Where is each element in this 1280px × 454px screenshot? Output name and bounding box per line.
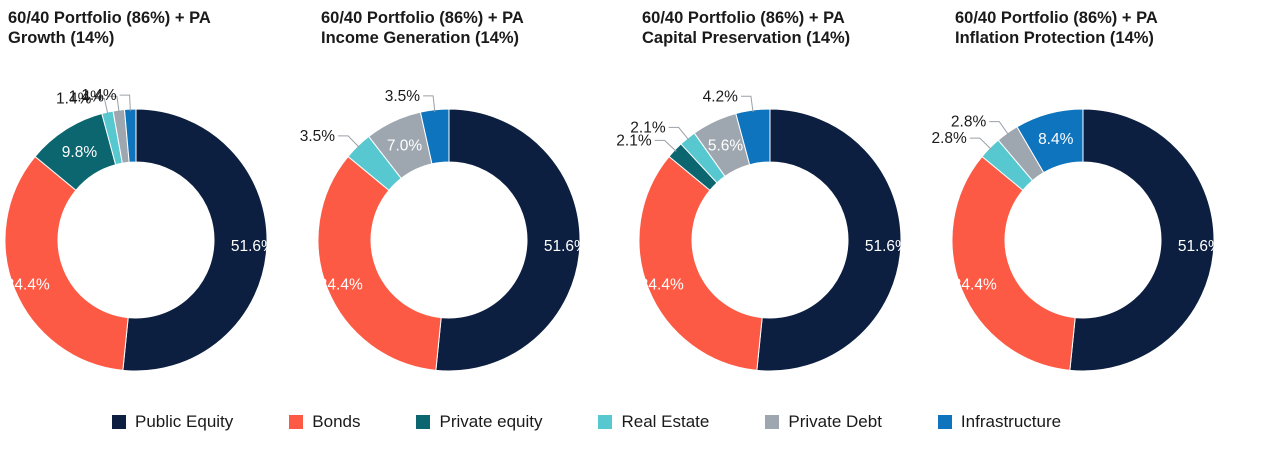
data-label-bonds: 34.4% [640,276,684,293]
leader-line [119,94,131,112]
legend-label: Bonds [312,412,361,431]
legend-swatch [937,415,952,429]
slice-bonds [4,155,129,371]
chart-title: 60/40 Portfolio (86%) + PA Income Genera… [321,9,524,47]
leader-line [668,126,690,141]
legend: Public Equity Bonds Private equity Real … [112,410,1117,434]
legend-item-private-debt: Private Debt [765,412,882,432]
data-label-private-debt: 5.6% [708,137,744,154]
legend-item-private-equity: Private equity [416,412,542,432]
legend-item-public-equity: Public Equity [112,412,233,432]
data-label-infrastructure: 8.4% [1038,131,1074,148]
data-label-real-estate: 3.5% [300,128,336,145]
slice-bonds [951,155,1076,371]
leader-line [106,95,120,113]
leader-line [740,95,754,113]
donut-panel-income: 60/40 Portfolio (86%) + PA Income Genera… [300,0,636,380]
data-label-real-estate: 2.1% [630,119,666,136]
chart-title: 60/40 Portfolio (86%) + PA Inflation Pro… [955,9,1158,47]
donut-panel-capital: 60/40 Portfolio (86%) + PA Capital Prese… [616,0,957,380]
slice-public-equity [122,108,268,372]
legend-label: Infrastructure [960,412,1062,431]
data-label-private-debt: 2.8% [951,114,987,131]
donut-chart-inflation: 51.6% 34.4% 2.8%2.8% 8.4% [931,108,1222,372]
data-label-bonds: 34.4% [953,276,997,293]
donut-chart-growth: 51.6% 34.4% 9.8% 1.4%1.4%1.4% [4,87,275,372]
legend-item-bonds: Bonds [289,412,360,432]
donut-panel-growth: 60/40 Portfolio (86%) + PA Growth (14%) … [4,0,323,380]
legend-label: Private equity [439,412,543,431]
data-label-public-equity: 51.6% [544,238,588,255]
slice-infrastructure [1016,108,1084,174]
data-label-private-debt: 7.0% [387,137,423,154]
slice-infrastructure [419,108,450,165]
data-label-bonds: 34.4% [319,276,363,293]
data-label-real-estate: 1.4% [56,90,92,107]
legend-swatch [598,415,613,429]
data-label-bonds: 34.4% [6,276,50,293]
data-label-private-debt: 1.4% [69,88,105,105]
data-label-infrastructure: 3.5% [385,88,421,105]
legend-swatch [765,415,780,429]
legend-item-infrastructure: Infrastructure [937,412,1062,432]
legend-label: Real Estate [621,412,710,431]
data-label-public-equity: 51.6% [1178,238,1222,255]
leader-line [654,139,677,152]
slice-infrastructure [123,108,137,163]
legend-swatch [289,415,304,429]
chart-title: 60/40 Portfolio (86%) + PA Capital Prese… [642,9,851,47]
legend-swatch [112,415,126,429]
donut-chart-income: 51.6% 34.4% 3.5% 7.0% 3.5% [300,88,588,372]
legend-item-real-estate: Real Estate [598,412,709,432]
legend-label: Public Equity [135,412,234,431]
slice-public-equity [756,108,902,372]
chart-title: 60/40 Portfolio (86%) + PA Growth (14%) [8,9,211,47]
data-label-public-equity: 51.6% [231,238,275,255]
slice-bonds [317,155,442,371]
donut-chart-capital: 51.6% 34.4% 2.1%2.1% 5.6% 4.2% [616,88,909,372]
data-label-infrastructure: 4.2% [703,88,739,105]
slice-infrastructure [735,108,771,166]
legend-swatch [416,415,431,429]
leader-line [989,121,1009,135]
leader-line [969,137,992,150]
slice-public-equity [435,108,581,372]
leader-line [94,97,109,115]
slice-bonds [638,155,763,371]
data-label-private-equity: 2.1% [616,132,652,149]
leader-line [338,135,360,148]
data-label-infrastructure: 1.4% [81,87,117,104]
data-label-real-estate: 2.8% [931,130,967,147]
slice-public-equity [1069,108,1215,372]
data-label-public-equity: 51.6% [865,238,909,255]
data-label-private-equity: 9.8% [62,144,98,161]
leader-line [423,95,436,112]
donut-panel-inflation: 60/40 Portfolio (86%) + PA Inflation Pro… [931,0,1270,380]
legend-label: Private Debt [788,412,882,431]
